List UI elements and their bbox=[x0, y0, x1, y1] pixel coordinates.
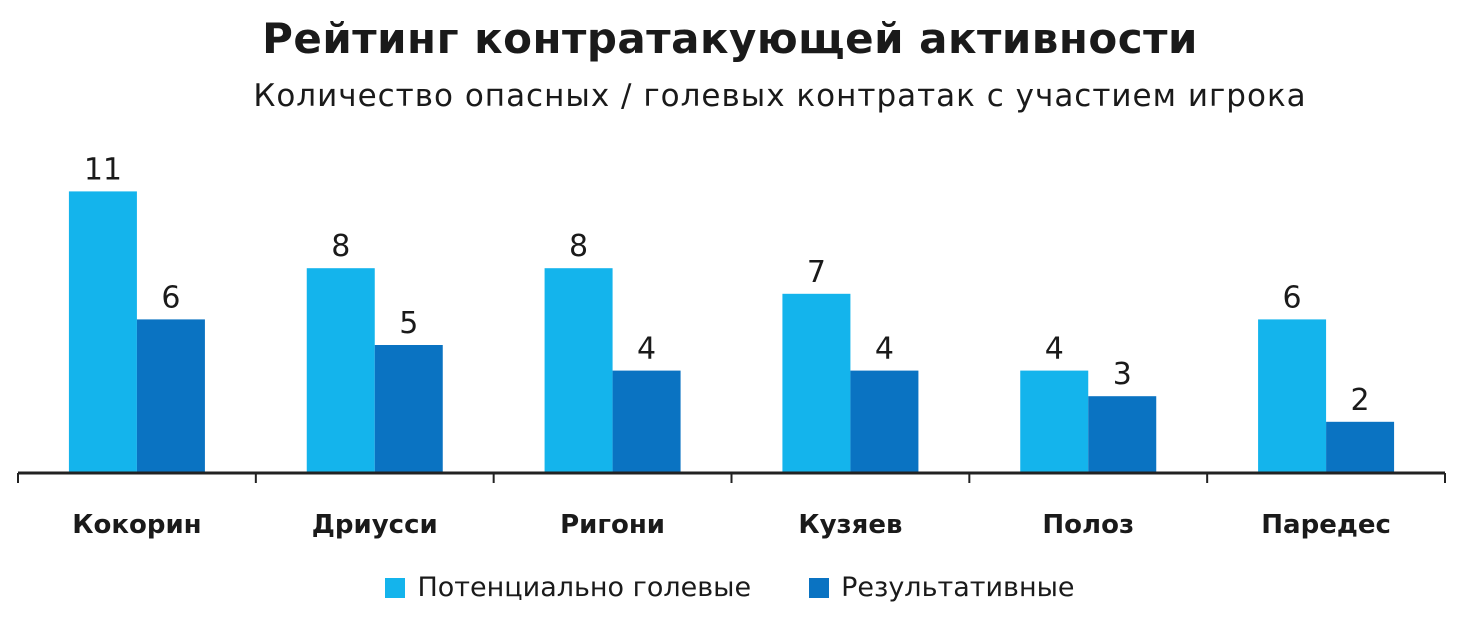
category-label: Паредес bbox=[1261, 510, 1391, 540]
bar-potential bbox=[782, 293, 851, 473]
bar-potential bbox=[544, 268, 613, 473]
bar-value-label: 4 bbox=[1045, 332, 1064, 367]
legend-label-scored: Результативные bbox=[841, 572, 1075, 603]
bar-scored bbox=[374, 345, 443, 473]
bar-value-label: 6 bbox=[1283, 280, 1302, 315]
bar-value-label: 8 bbox=[331, 229, 350, 264]
bar-value-label: 11 bbox=[84, 152, 122, 187]
bar-scored bbox=[1326, 421, 1395, 473]
bar-value-label: 4 bbox=[875, 332, 894, 367]
bar-value-label: 5 bbox=[399, 306, 418, 341]
bar-scored bbox=[136, 319, 205, 473]
bar-chart: 11 6 Кокорин 8 5 Дриусси 8 4 Ригони 7 4 Кузяев 4 3 Пол… bbox=[17, 152, 1446, 540]
bar-scored bbox=[850, 370, 919, 473]
category-label: Ригони bbox=[560, 510, 665, 540]
legend-item-potential: Потенциально голевые bbox=[385, 572, 751, 603]
category-label: Кокорин bbox=[72, 510, 201, 540]
legend: Потенциально голевые Результативные bbox=[0, 572, 1460, 603]
bar-potential bbox=[1020, 370, 1089, 473]
category-label: Кузяев bbox=[798, 510, 902, 540]
bar-potential bbox=[306, 268, 375, 473]
bar-value-label: 7 bbox=[807, 255, 826, 290]
legend-swatch-potential bbox=[385, 577, 406, 598]
chart-subtitle: Количество опасных / голевых контратак с… bbox=[253, 78, 1307, 114]
bar-value-label: 6 bbox=[161, 280, 180, 315]
bar-value-label: 4 bbox=[637, 332, 656, 367]
category-label: Полоз bbox=[1042, 510, 1134, 540]
legend-item-scored: Результативные bbox=[809, 572, 1075, 603]
legend-label-potential: Потенциально голевые bbox=[417, 572, 752, 603]
legend-swatch-scored bbox=[809, 577, 830, 598]
category-label: Дриусси bbox=[312, 510, 438, 540]
bar-value-label: 8 bbox=[569, 229, 588, 264]
chart-title: Рейтинг контратакующей активности bbox=[262, 14, 1198, 63]
bar-value-label: 2 bbox=[1351, 383, 1370, 418]
bar-scored bbox=[1088, 396, 1157, 473]
bar-potential bbox=[1258, 319, 1327, 473]
bar-scored bbox=[612, 370, 681, 473]
bar-potential bbox=[68, 191, 137, 473]
bar-value-label: 3 bbox=[1113, 357, 1132, 392]
